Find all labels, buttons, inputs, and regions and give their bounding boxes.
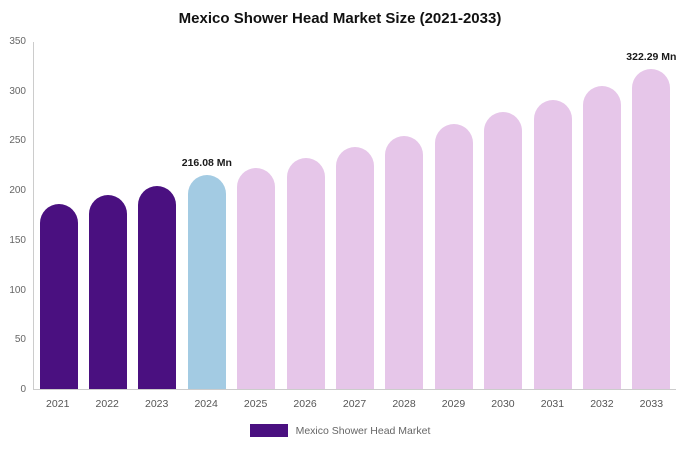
x-label-2030: 2030 xyxy=(491,398,515,410)
x-axis: 2021 2022 2023 2024 2025 2026 2027 2028 2029 2030… xyxy=(33,396,676,412)
bar-2024 xyxy=(187,174,226,389)
y-tick-300: 300 xyxy=(9,85,26,97)
bar-cell-2029 xyxy=(429,42,478,389)
bar-2028 xyxy=(385,136,424,389)
bar-cell-2030 xyxy=(479,42,528,389)
bar-2023 xyxy=(138,185,177,389)
x-label-2028: 2028 xyxy=(392,398,416,410)
x-label-2025: 2025 xyxy=(243,398,268,410)
y-tick-50: 50 xyxy=(14,334,26,346)
bar-cell-2027 xyxy=(330,42,379,389)
x-label-2032: 2032 xyxy=(590,398,614,410)
y-tick-0: 0 xyxy=(20,384,26,395)
bar-cell-2021 xyxy=(34,42,83,389)
y-tick-150: 150 xyxy=(9,234,26,246)
x-label-2023: 2023 xyxy=(144,398,169,410)
legend: Mexico Shower Head Market xyxy=(0,424,680,437)
x-label-2029: 2029 xyxy=(441,398,466,410)
bar-cell-2032 xyxy=(577,42,626,389)
x-label-2024: 2024 xyxy=(194,398,218,410)
bar-2031 xyxy=(533,99,572,389)
x-label-2026: 2026 xyxy=(293,398,317,410)
bar-cell-2023 xyxy=(133,42,182,389)
x-label-2021: 2021 xyxy=(46,398,70,410)
bar-2025 xyxy=(237,167,276,389)
bar-cell-2026 xyxy=(281,42,330,389)
bar-cell-2022 xyxy=(83,42,132,389)
bar-cell-2031 xyxy=(528,42,577,389)
x-label-2031: 2031 xyxy=(540,398,565,410)
bar-2027 xyxy=(336,147,375,389)
x-label-2027: 2027 xyxy=(342,398,367,410)
plot-area: 216.08 Mn 322.29 Mn xyxy=(33,42,676,390)
bar-cell-2025 xyxy=(232,42,281,389)
x-label-2033: 2033 xyxy=(639,398,664,410)
bar-value-label-2024: 216.08 Mn xyxy=(181,156,232,169)
bar-2033 xyxy=(632,69,671,389)
bar-cell-2024: 216.08 Mn xyxy=(181,42,232,389)
bar-cell-2033: 322.29 Mn xyxy=(626,42,677,389)
y-tick-250: 250 xyxy=(9,135,26,147)
y-axis: 0 50 100 150 200 250 300 350 xyxy=(0,36,29,395)
y-tick-350: 350 xyxy=(9,36,26,47)
legend-label: Mexico Shower Head Market xyxy=(295,424,431,437)
bars-container: 216.08 Mn 322.29 Mn xyxy=(34,42,676,389)
bar-2022 xyxy=(89,194,128,389)
bar-2021 xyxy=(39,203,78,389)
y-tick-100: 100 xyxy=(9,284,26,296)
legend-swatch xyxy=(249,424,288,437)
bar-2032 xyxy=(582,85,621,389)
y-tick-200: 200 xyxy=(9,185,26,197)
bar-value-label-2033: 322.29 Mn xyxy=(626,51,677,64)
bar-2030 xyxy=(484,112,523,389)
bar-2026 xyxy=(286,158,325,389)
chart-title: Mexico Shower Head Market Size (2021-203… xyxy=(178,10,502,27)
bar-2029 xyxy=(434,124,473,389)
x-label-2022: 2022 xyxy=(95,398,119,410)
bar-cell-2028 xyxy=(380,42,429,389)
